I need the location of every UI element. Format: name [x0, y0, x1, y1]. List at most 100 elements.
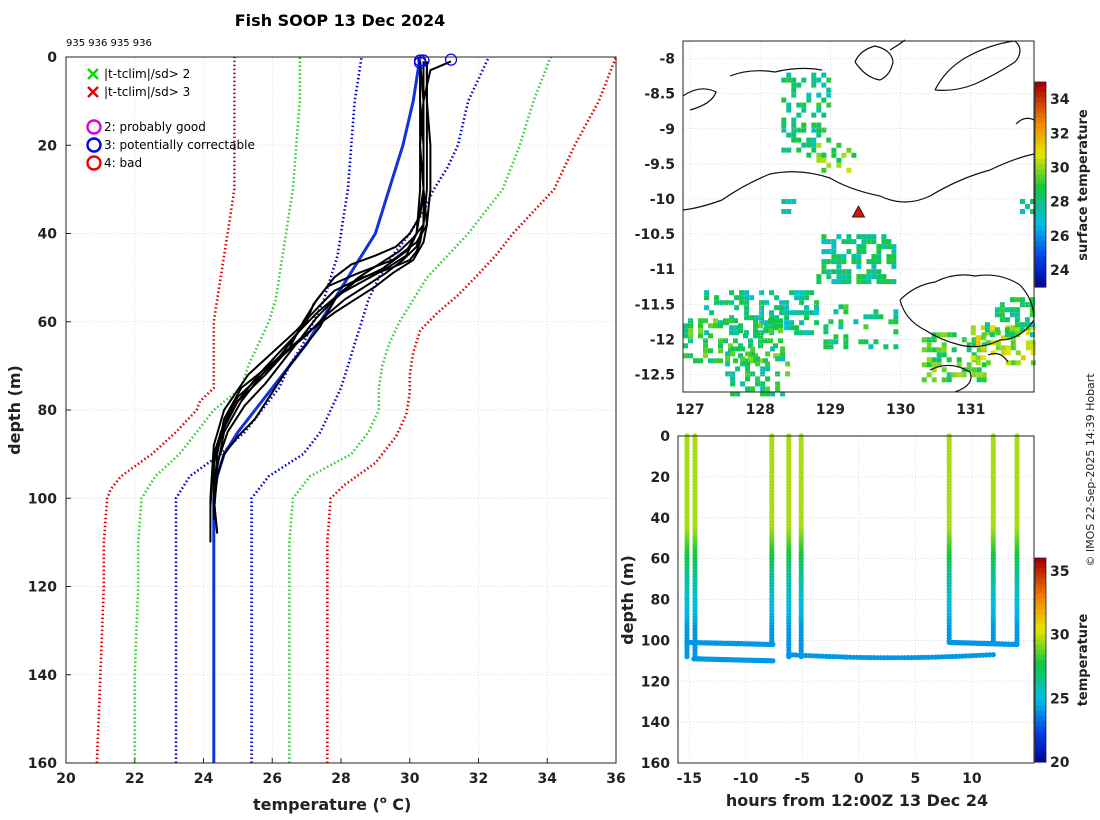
sst-cell — [723, 318, 728, 324]
sst-cell — [886, 259, 892, 265]
map-colorbar-tick: 26 — [1050, 229, 1069, 245]
map-colorbar-tick: 34 — [1050, 92, 1070, 108]
sst-cell — [816, 77, 822, 83]
sst-cell — [921, 377, 927, 383]
sst-cell — [831, 249, 837, 255]
td-frame — [677, 435, 1035, 764]
sst-cell — [831, 239, 837, 245]
sst-cell — [1005, 350, 1011, 356]
sst-cell — [775, 356, 781, 362]
sst-cell — [846, 269, 852, 275]
series-line-10 — [212, 61, 428, 512]
sst-cell — [816, 142, 822, 148]
sst-cell — [941, 367, 947, 373]
sst-cell — [823, 324, 829, 330]
sst-cell — [1025, 330, 1031, 336]
sst-cell — [866, 269, 872, 275]
sst-cell — [826, 87, 832, 93]
sst-cell — [799, 290, 805, 296]
map-y-tick-label: -11 — [650, 262, 675, 278]
sst-cell — [1015, 360, 1021, 366]
sst-cell — [719, 320, 725, 326]
td-colorbar-band — [1035, 700, 1046, 707]
sst-cell — [760, 381, 766, 387]
map-x-tick-label: 127 — [675, 402, 704, 418]
td-x-tick-label: -5 — [795, 771, 811, 787]
sst-cell — [725, 351, 731, 357]
sst-cell — [971, 337, 977, 343]
sst-cell — [759, 315, 765, 321]
y-tick-label: 0 — [47, 50, 57, 66]
sst-cell — [704, 330, 710, 336]
sst-cell — [921, 362, 927, 368]
sst-cell — [806, 97, 812, 103]
sst-cell — [1029, 332, 1035, 338]
sst-cell — [729, 330, 735, 336]
sst-cell — [775, 371, 781, 377]
sst-cell — [729, 315, 735, 321]
td-colorbar-band — [1035, 649, 1046, 656]
sst-cell — [750, 346, 756, 352]
map-colorbar-band — [1035, 225, 1046, 232]
sst-cell — [784, 325, 790, 331]
sst-cell — [1009, 297, 1015, 303]
sst-cell — [725, 361, 731, 367]
map-colorbar-band — [1035, 117, 1046, 124]
sst-cell — [744, 295, 750, 301]
td-colorbar-band — [1035, 675, 1046, 681]
td-y-tick-label: 100 — [641, 633, 670, 649]
sst-cell — [698, 318, 703, 324]
sst-cell — [738, 323, 743, 329]
td-x-tick-label: -10 — [733, 771, 759, 787]
sst-cell — [750, 386, 756, 392]
sst-cell — [856, 249, 862, 255]
sst-cell — [796, 147, 802, 153]
sst-cell — [734, 305, 740, 311]
sst-cell — [814, 300, 820, 306]
map-colorbar-band — [1035, 246, 1046, 252]
sst-cell — [786, 107, 792, 113]
sst-cell — [758, 358, 763, 364]
sst-cell — [821, 72, 827, 78]
sst-cell — [744, 310, 750, 316]
sst-cell — [971, 352, 977, 358]
map-colorbar-band — [1035, 266, 1046, 273]
sst-cell — [841, 274, 847, 280]
td-colorbar-band — [1035, 558, 1046, 564]
sst-cell — [786, 72, 792, 78]
td-y-tick-label: 120 — [641, 674, 670, 690]
sst-cell — [724, 300, 730, 306]
sst-cell — [770, 346, 776, 352]
sst-cell — [748, 343, 753, 349]
sst-cell — [980, 335, 986, 341]
td-colorbar-band — [1035, 665, 1046, 671]
sst-cell — [703, 343, 708, 349]
sst-cell — [801, 77, 807, 83]
sst-cell — [941, 347, 947, 353]
sst-cell — [749, 315, 755, 321]
sst-cell — [946, 357, 952, 363]
sst-cell — [821, 127, 827, 133]
sst-cell — [985, 340, 991, 346]
td-y-tick-label: 160 — [641, 756, 670, 772]
sst-cell — [881, 244, 887, 250]
td-colorbar-frame — [1034, 557, 1047, 763]
sst-cell — [759, 320, 765, 326]
sst-cell — [994, 307, 1000, 313]
td-colorbar-band — [1035, 660, 1046, 666]
sst-cell — [856, 244, 862, 250]
sst-cell — [1030, 350, 1036, 356]
sst-cell — [838, 304, 844, 310]
sst-cell — [779, 310, 785, 316]
td-colorbar-band — [1035, 746, 1046, 753]
sst-cell — [755, 376, 761, 382]
sst-cell — [773, 343, 778, 349]
sst-cell — [951, 347, 957, 353]
td-x-tick-label: 5 — [910, 771, 920, 787]
sst-cell — [1014, 307, 1020, 313]
sst-cell — [704, 295, 710, 301]
coastline-6 — [1015, 117, 1035, 125]
sst-cell — [1014, 317, 1020, 323]
sst-cell — [1004, 307, 1010, 313]
map-colorbar-band — [1035, 276, 1046, 283]
